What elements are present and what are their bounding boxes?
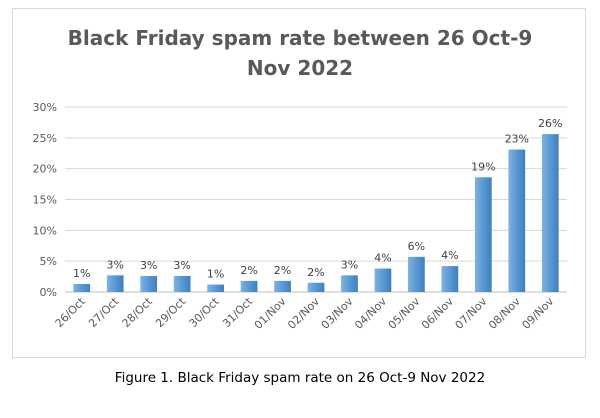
bar-27-oct [106,275,124,292]
data-label: 2% [274,264,291,277]
bar-chart: 0% 5% 10% 15% 20% 25% 30% 1% 3% 3% 3% 1% 2% 2% 2% 3% 4%… [33,101,567,332]
y-tick-label: 5% [40,255,57,268]
x-tick-label: 07/Nov [453,295,490,332]
y-tick-label: 25% [33,132,57,145]
data-label: 6% [408,240,425,253]
data-label: 1% [207,268,224,281]
data-label: 26% [538,117,562,130]
y-tick-label: 10% [33,224,57,237]
bar-01-nov [274,280,291,292]
x-tick-label: 27/Oct [86,294,122,330]
data-label: 3% [106,258,123,271]
bar-28-oct [140,275,158,292]
chart-title-line-1: Black Friday spam rate between 26 Oct-9 [67,26,533,50]
chart-title: Black Friday spam rate between 26 Oct-9 … [13,23,587,83]
bar-08-nov [508,149,526,292]
bar-02-nov [307,282,325,292]
x-tick-label: 04/Nov [352,295,389,332]
data-label: 3% [341,258,358,271]
x-tick-label: 08/Nov [486,295,523,332]
data-label: 2% [240,264,257,277]
figure-caption: Figure 1. Black Friday spam rate on 26 O… [114,370,486,386]
data-label: 19% [471,160,495,173]
bar-05-nov [408,256,425,292]
data-label: 23% [505,133,529,146]
y-tick-label: 20% [33,163,57,176]
bar-30-oct [207,284,224,292]
x-tick-label: 02/Nov [285,295,322,332]
y-tick-label: 30% [33,101,57,114]
x-tick-label: 31/Oct [220,294,256,330]
chart-title-line-2: Nov 2022 [246,56,354,80]
data-labels: 1% 3% 3% 3% 1% 2% 2% 2% 3% 4% 6% 4% 19% 23% 26% [73,117,562,280]
x-tick-label: 28/Oct [120,294,156,330]
bars [73,134,559,292]
x-tick-label: 06/Nov [419,295,456,332]
x-tick-label: 26/Oct [53,294,89,330]
bar-31-oct [240,280,258,292]
data-label: 1% [73,267,90,280]
x-tick-label: 09/Nov [519,295,556,332]
data-label: 4% [374,252,391,265]
y-tick-label: 0% [40,286,57,299]
y-tick-label: 15% [33,194,57,207]
bar-26-oct [73,283,91,292]
data-label: 3% [173,259,190,272]
x-tick-label: 01/Nov [252,295,289,332]
x-tick-label: 03/Nov [319,295,356,332]
chart-frame: Black Friday spam rate between 26 Oct-9 … [12,8,586,358]
bar-04-nov [374,268,392,292]
bar-03-nov [341,275,358,292]
bar-07-nov [474,177,492,292]
x-tick-label: 30/Oct [187,294,223,330]
data-label: 4% [441,249,458,262]
x-tick-label: 05/Nov [386,295,423,332]
x-axis-tick-labels: 26/Oct27/Oct28/Oct29/Oct30/Oct31/Oct01/N… [53,294,557,331]
data-label: 2% [307,266,324,279]
bar-09-nov [541,134,559,292]
y-axis-tick-labels: 0% 5% 10% 15% 20% 25% 30% [33,101,57,299]
x-tick-label: 29/Oct [153,294,189,330]
bar-29-oct [173,275,191,292]
data-label: 3% [140,259,157,272]
bar-06-nov [441,266,459,292]
